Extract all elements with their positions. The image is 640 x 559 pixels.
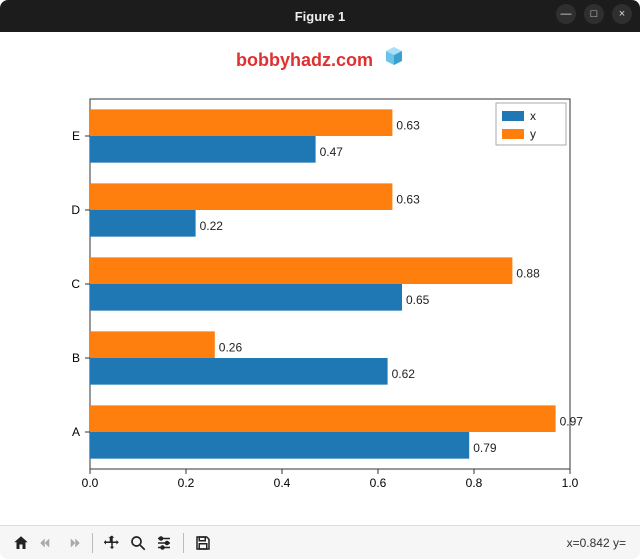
pan-button[interactable] xyxy=(99,530,125,556)
close-button[interactable]: × xyxy=(612,4,632,24)
nav-toolbar: x=0.842 y= xyxy=(0,525,640,559)
svg-text:A: A xyxy=(72,425,80,439)
bar-y xyxy=(90,405,556,432)
window-buttons: — □ × xyxy=(556,4,632,24)
cursor-coords: x=0.842 y= xyxy=(567,536,632,550)
svg-text:0.2: 0.2 xyxy=(178,476,195,490)
svg-text:0.79: 0.79 xyxy=(473,441,497,455)
home-button[interactable] xyxy=(8,530,34,556)
svg-text:1.0: 1.0 xyxy=(562,476,579,490)
cube-icon xyxy=(384,46,404,71)
plot-area[interactable]: 0.0 0.2 0.4 0.6 0.8 1.0 A 0.79 0.97 B 0.62 0.26 C 0.6… xyxy=(0,77,640,525)
bar-y xyxy=(90,183,392,210)
svg-text:0.26: 0.26 xyxy=(219,340,243,354)
svg-text:0.63: 0.63 xyxy=(396,118,420,132)
svg-text:0.97: 0.97 xyxy=(560,414,584,428)
configure-subplots-button[interactable] xyxy=(151,530,177,556)
svg-text:0.63: 0.63 xyxy=(396,192,420,206)
legend: xy xyxy=(496,103,566,145)
svg-text:0.47: 0.47 xyxy=(320,145,344,159)
maximize-button[interactable]: □ xyxy=(584,4,604,24)
svg-text:D: D xyxy=(71,203,80,217)
window-title: Figure 1 xyxy=(295,9,346,24)
svg-text:x: x xyxy=(530,109,536,123)
bar-x xyxy=(90,358,388,385)
page-title-text: bobbyhadz.com xyxy=(236,50,373,70)
svg-text:0.0: 0.0 xyxy=(82,476,99,490)
figure-content: bobbyhadz.com 0.0 0.2 0.4 0.6 0.8 1.0 A 0.79 0.9… xyxy=(0,32,640,525)
save-button[interactable] xyxy=(190,530,216,556)
page-title: bobbyhadz.com xyxy=(0,32,640,77)
svg-text:0.4: 0.4 xyxy=(274,476,291,490)
svg-text:0.22: 0.22 xyxy=(200,219,224,233)
zoom-button[interactable] xyxy=(125,530,151,556)
bar-x xyxy=(90,432,469,459)
svg-text:0.65: 0.65 xyxy=(406,293,430,307)
svg-text:0.8: 0.8 xyxy=(466,476,483,490)
bar-y xyxy=(90,331,215,358)
svg-text:B: B xyxy=(72,351,80,365)
bar-x xyxy=(90,136,316,163)
svg-text:0.62: 0.62 xyxy=(392,367,416,381)
svg-text:0.88: 0.88 xyxy=(516,266,540,280)
titlebar: Figure 1 — □ × xyxy=(0,0,640,32)
bar-x xyxy=(90,210,196,237)
toolbar-separator xyxy=(183,533,184,553)
svg-text:E: E xyxy=(72,129,80,143)
bar-y xyxy=(90,257,512,284)
minimize-button[interactable]: — xyxy=(556,4,576,24)
bar-y xyxy=(90,109,392,136)
svg-text:C: C xyxy=(71,277,80,291)
forward-button[interactable] xyxy=(60,530,86,556)
bar-x xyxy=(90,284,402,311)
svg-text:0.6: 0.6 xyxy=(370,476,387,490)
svg-text:y: y xyxy=(530,127,536,141)
toolbar-separator xyxy=(92,533,93,553)
chart-svg: 0.0 0.2 0.4 0.6 0.8 1.0 A 0.79 0.97 B 0.62 0.26 C 0.6… xyxy=(35,89,605,509)
matplotlib-window: Figure 1 — □ × bobbyhadz.com 0.00.20.40.… xyxy=(0,0,640,559)
back-button[interactable] xyxy=(34,530,60,556)
